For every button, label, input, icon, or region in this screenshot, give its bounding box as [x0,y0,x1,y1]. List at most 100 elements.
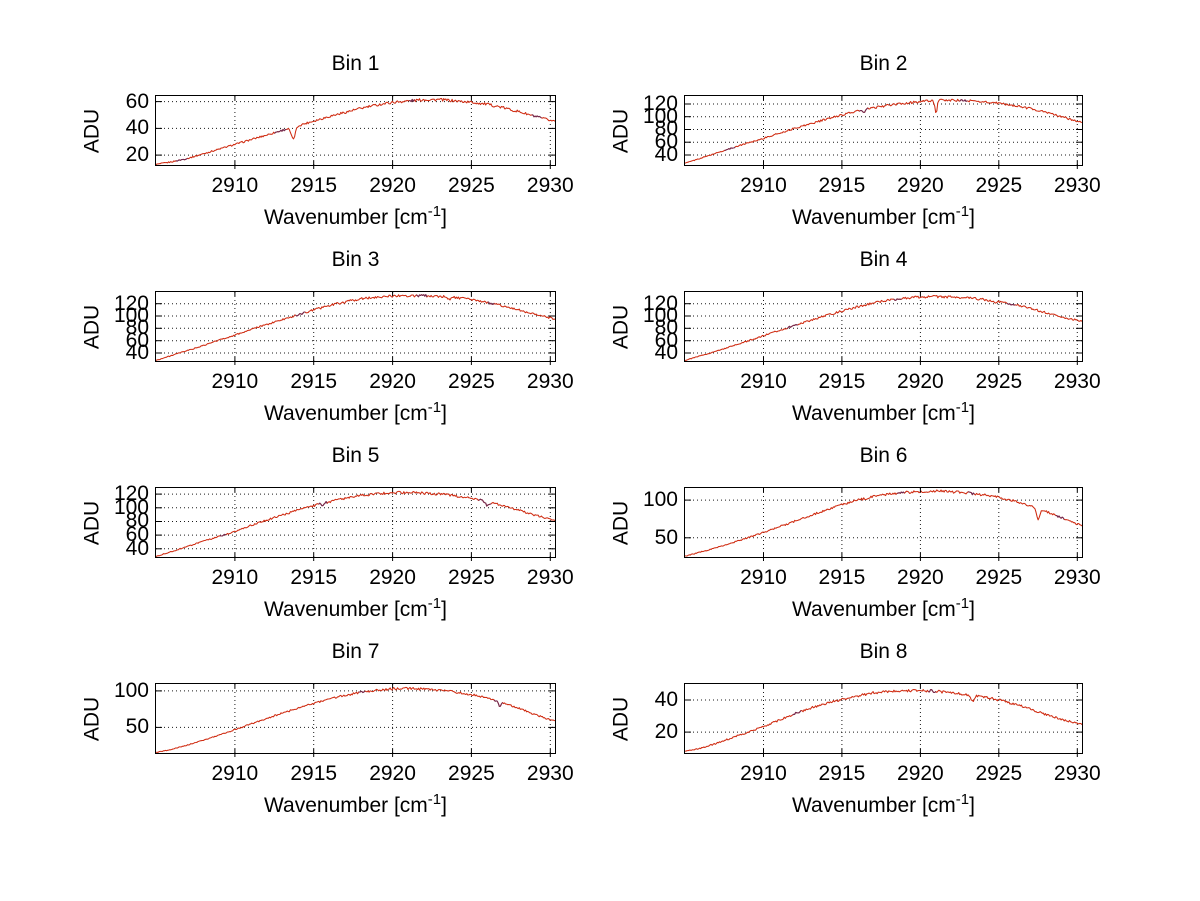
bin-5-x-tick-label: 2925 [448,566,495,589]
bin-6-y-tick-label: 100 [642,488,678,512]
bin-2-x-tick-label: 2925 [975,174,1023,197]
bin-5-x-tick-label: 2920 [369,566,416,589]
bin-8-x-tick-label: 2910 [740,762,787,785]
bin-3-title: Bin 3 [331,248,380,271]
bin-2-title: Bin 2 [859,52,908,75]
bin-2-x-tick-label: 2920 [897,174,944,197]
bin-3-y-tick-label: 120 [113,291,149,315]
bin-3-y-tick-label: 100 [113,304,149,328]
x-axis-label-superscript: -1 [427,203,442,220]
bin-2-x-tick-label: 2910 [740,174,787,197]
bin-7-x-tick-label: 2925 [448,762,495,785]
x-axis-label-superscript: -1 [427,791,442,808]
bin-4-x-axis-label: Wavenumber [cm-1] [685,399,1082,429]
x-axis-label-superscript: -1 [955,203,970,220]
bin-8-x-tick-label: 2925 [975,762,1023,785]
bin-5-plot-area [155,487,556,561]
x-axis-label-superscript: -1 [955,399,970,416]
bin-1-plot-area [155,95,556,169]
bin-3-x-tick-label: 2920 [369,370,416,393]
x-axis-label-superscript: -1 [427,399,442,416]
bin-7-x-tick-label: 2920 [369,762,416,785]
x-axis-label-bracket: ] [441,402,447,425]
bin-1-title: Bin 1 [331,52,380,75]
x-axis-label-text: Wavenumber [cm [792,402,956,425]
bin-8-title: Bin 8 [859,640,908,663]
bin-3-plot-area [155,291,556,365]
bin-6-x-tick-label: 2930 [1053,566,1101,589]
bin-7-x-axis-label: Wavenumber [cm-1] [156,791,555,821]
bin-1-x-tick-label: 2910 [211,174,259,197]
bin-3-x-tick-label: 2910 [211,370,259,393]
bin-5-y-tick-label: 60 [125,523,149,547]
bin-1-y-tick-label: 40 [125,116,149,140]
bin-3-y-tick-label: 80 [125,316,149,340]
bin-8-x-tick-label: 2915 [818,762,866,785]
bin-2-y-tick-label: 60 [654,130,678,154]
bin-5-title: Bin 5 [331,444,380,467]
bin-4-x-tick-label: 2930 [1053,370,1101,393]
bin-5-x-axis-label: Wavenumber [cm-1] [156,595,555,625]
bin-1-y-tick-label: 60 [125,89,149,113]
bin-2-y-tick-label: 40 [654,142,678,166]
bin-3-x-tick-label: 2930 [526,370,574,393]
x-axis-label-text: Wavenumber [cm [792,206,956,229]
bin-4-title: Bin 4 [859,248,908,271]
bin-5-y-tick-label: 40 [125,536,149,560]
bin-7-x-tick-label: 2915 [290,762,338,785]
bin-4-x-tick-label: 2910 [740,370,787,393]
bin-2-x-tick-label: 2915 [818,174,866,197]
bin-7-y-tick-label: 100 [113,678,149,702]
bin-4-y-tick-label: 100 [642,304,678,328]
bin-5-y-tick-label: 100 [113,495,149,519]
bin-6-x-tick-label: 2925 [975,566,1023,589]
bin-7-title: Bin 7 [331,640,380,663]
x-axis-label-superscript: -1 [955,791,970,808]
bin-5-x-tick-label: 2910 [211,566,259,589]
x-axis-label-text: Wavenumber [cm [264,206,428,229]
bin-7-x-tick-label: 2910 [211,762,259,785]
bin-4-y-tick-label: 40 [654,340,678,364]
bin-5-x-tick-label: 2930 [526,566,574,589]
x-axis-label-bracket: ] [969,206,975,229]
x-axis-label-bracket: ] [441,598,447,621]
bin-7-plot-area [155,683,556,757]
x-axis-label-superscript: -1 [427,595,442,612]
bin-5-x-tick-label: 2915 [290,566,338,589]
bin-1-y-tick-label: 20 [125,143,149,167]
bin-8-x-axis-label: Wavenumber [cm-1] [685,791,1082,821]
x-axis-label-bracket: ] [441,794,447,817]
bin-7-x-tick-label: 2930 [526,762,574,785]
bin-8-y-tick-label: 40 [654,688,678,712]
bin-8-plot-area [684,683,1083,757]
x-axis-label-text: Wavenumber [cm [264,794,428,817]
bin-6-x-tick-label: 2920 [897,566,944,589]
bin-6-title: Bin 6 [859,444,908,467]
bin-5-y-tick-label: 120 [113,482,149,506]
x-axis-label-bracket: ] [969,402,975,425]
bin-8-x-tick-label: 2920 [897,762,944,785]
bin-3-y-tick-label: 40 [125,340,149,364]
bin-4-x-tick-label: 2920 [897,370,944,393]
bin-2-y-tick-label: 120 [642,91,678,115]
bin-2-x-tick-label: 2930 [1053,174,1101,197]
bin-4-y-tick-label: 80 [654,316,678,340]
bin-4-x-tick-label: 2915 [818,370,866,393]
bin-4-y-tick-label: 60 [654,328,678,352]
bin-4-plot-area [684,291,1083,365]
bin-4-x-tick-label: 2925 [975,370,1023,393]
x-axis-label-bracket: ] [969,794,975,817]
bin-1-x-tick-label: 2930 [526,174,574,197]
x-axis-label-text: Wavenumber [cm [264,598,428,621]
bin-8-y-tick-label: 20 [654,720,678,744]
bin-3-x-axis-label: Wavenumber [cm-1] [156,399,555,429]
bin-1-x-tick-label: 2920 [369,174,416,197]
x-axis-label-bracket: ] [441,206,447,229]
bin-4-y-tick-label: 120 [642,291,678,315]
x-axis-label-bracket: ] [969,598,975,621]
bin-3-y-tick-label: 60 [125,328,149,352]
bin-1-x-axis-label: Wavenumber [cm-1] [156,203,555,233]
x-axis-label-superscript: -1 [955,595,970,612]
bin-2-y-tick-label: 80 [654,117,678,141]
